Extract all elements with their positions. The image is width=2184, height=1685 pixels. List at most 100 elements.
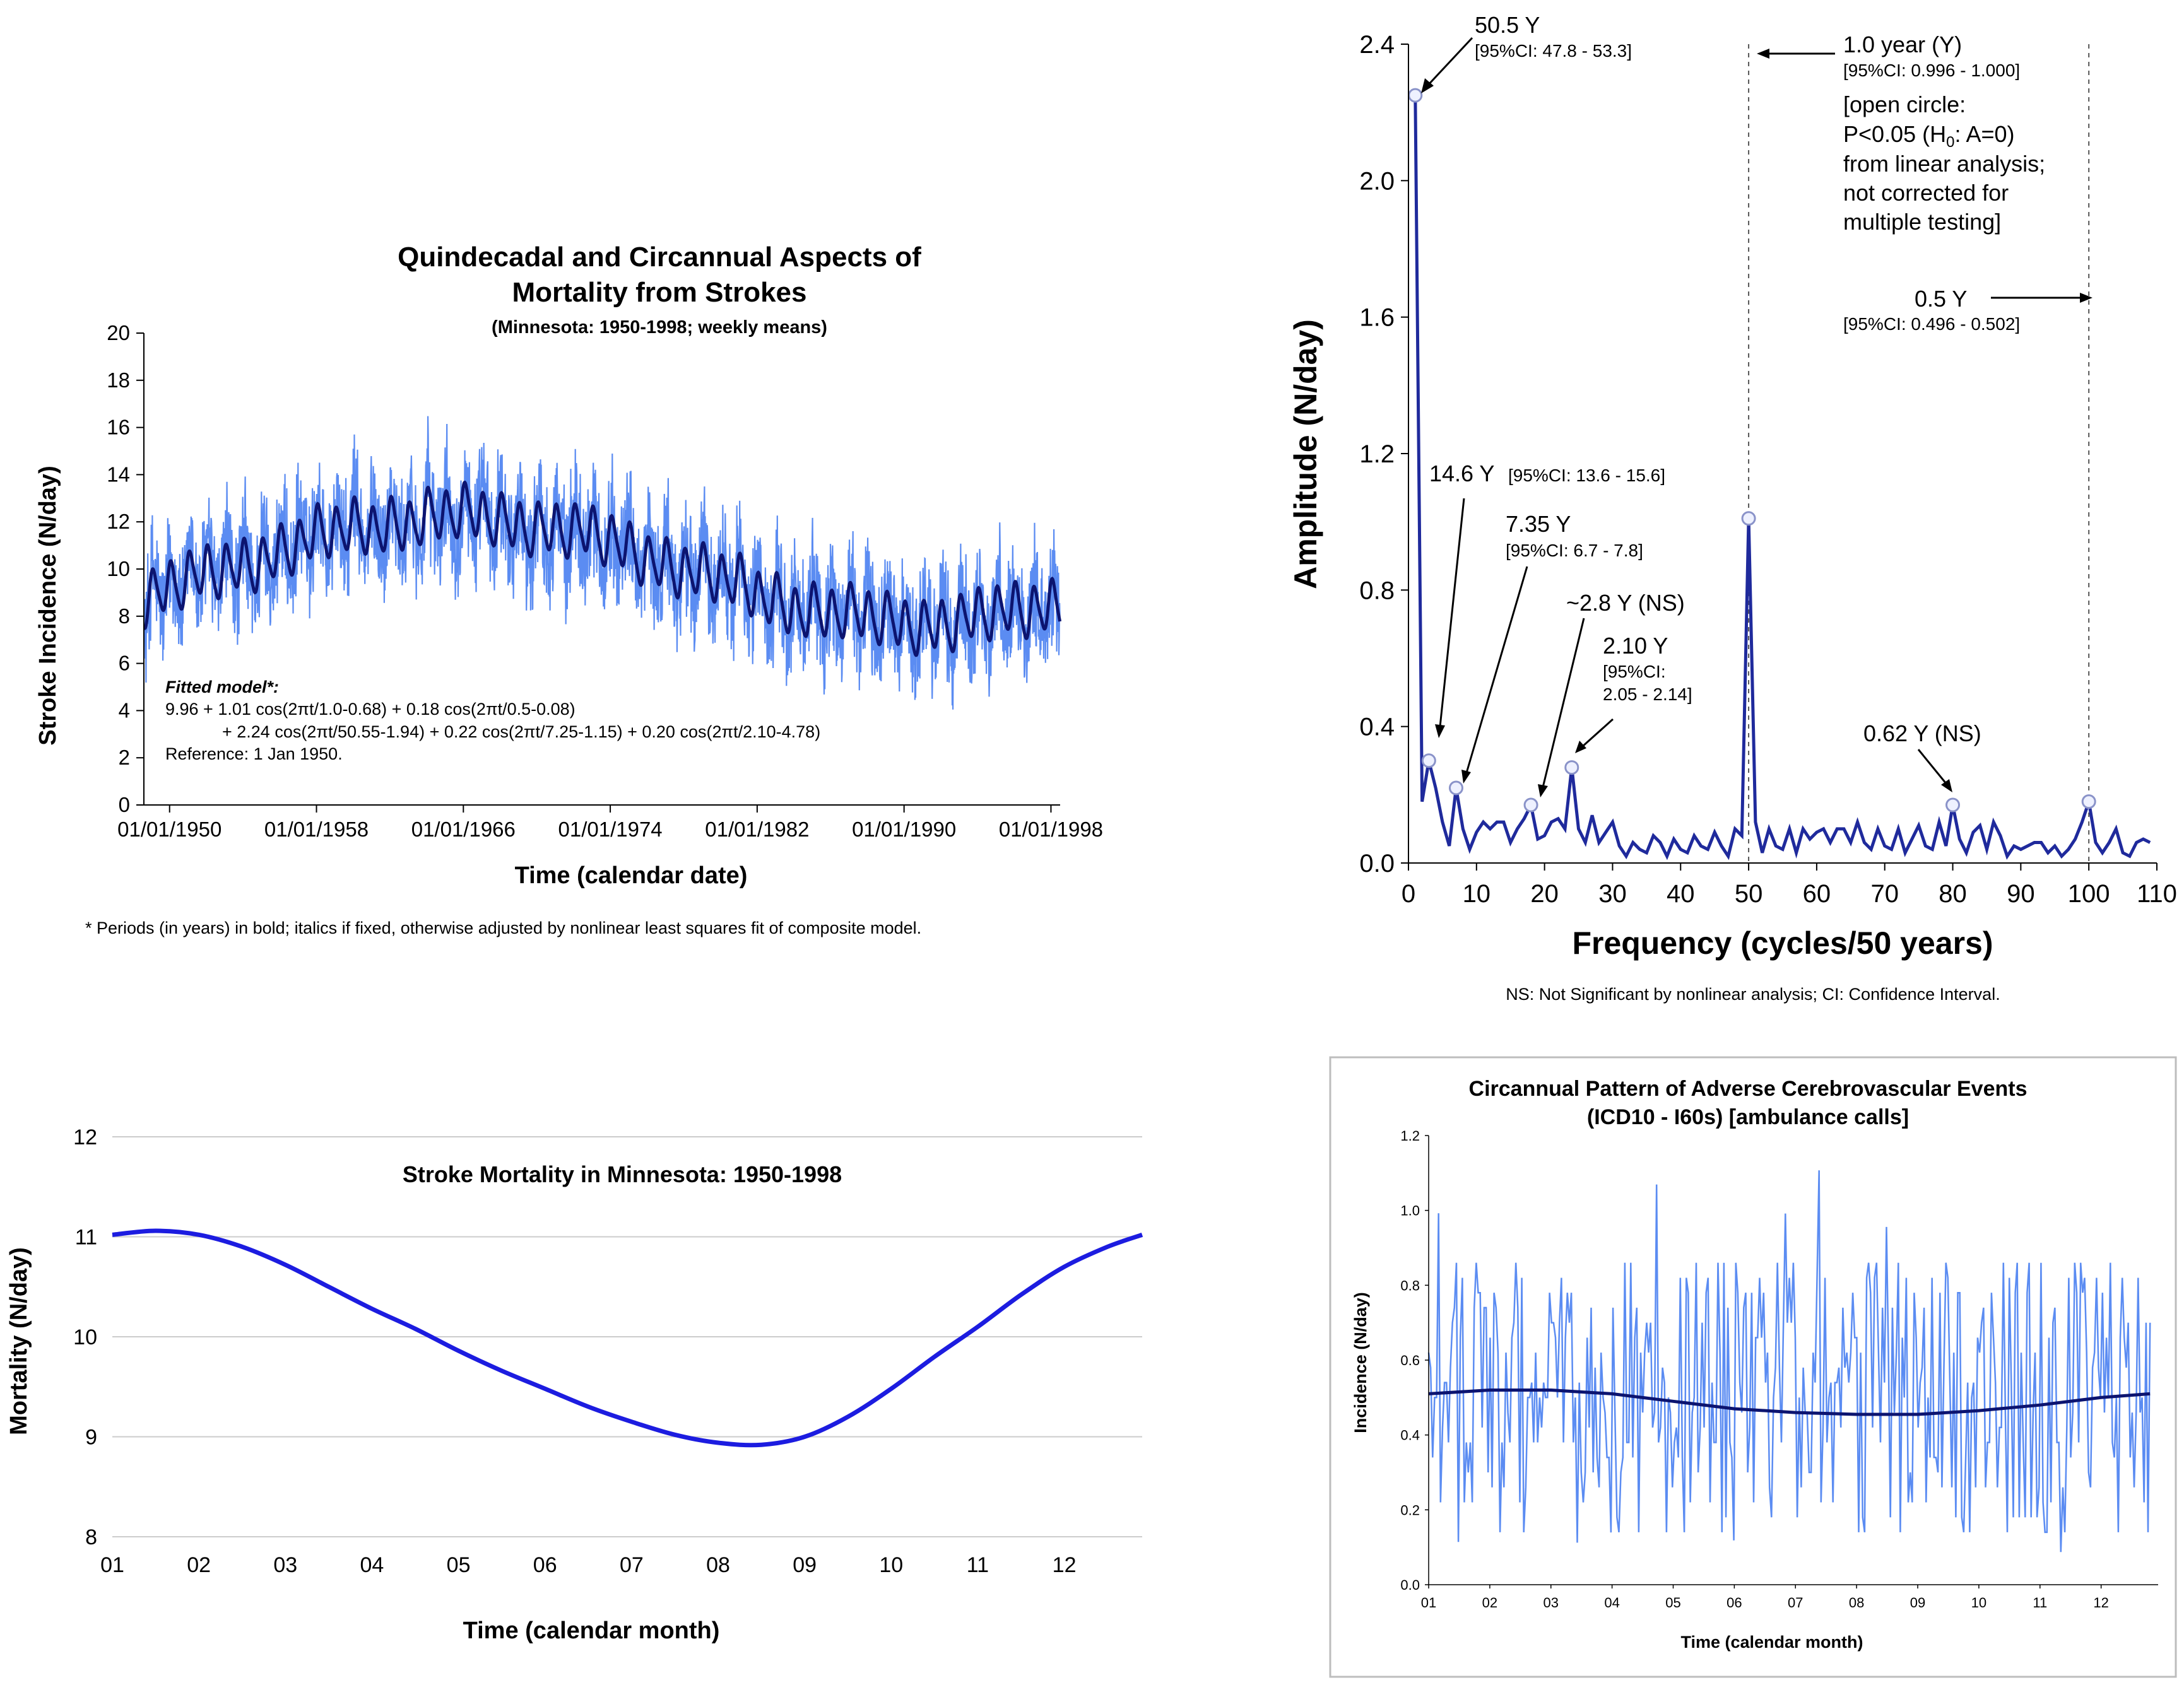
annotation-0-5y: 0.5 Y [95%CI: 0.496 - 0.502] xyxy=(1843,286,2093,334)
panel4-x-tick-label: 07 xyxy=(1788,1595,1803,1611)
panel4-x-tick-label: 04 xyxy=(1604,1595,1619,1611)
panel2-y-tick-label: 1.6 xyxy=(1359,304,1395,332)
annotation-open-circle-2: P<0.05 (H0: A=0) xyxy=(1843,121,2015,151)
panel4-y-tick-label: 0.4 xyxy=(1400,1428,1420,1443)
annotation-7-35y-arrow xyxy=(1465,566,1528,773)
panel4-x-tick-label: 02 xyxy=(1482,1595,1497,1611)
panel1-y-tick-label: 18 xyxy=(107,368,130,392)
annotation-2-10y: 2.10 Y [95%CI: 2.05 - 2.14] xyxy=(1575,633,1692,753)
panel1-model-label: Fitted model*: xyxy=(165,678,279,696)
panel1-x-tick-label: 01/01/1950 xyxy=(117,818,221,841)
annotation-14-6y: 14.6 Y [95%CI: 13.6 - 15.6] xyxy=(1429,461,1665,738)
panel2-y-tick-label: 1.2 xyxy=(1359,440,1395,468)
panel1-x-tick-label: 01/01/1974 xyxy=(558,818,663,841)
panel2-x-tick-label: 30 xyxy=(1598,880,1627,908)
panel4-daily-incidence-line xyxy=(1427,1170,2151,1553)
panel4-x-tick-label: 01 xyxy=(1421,1595,1436,1611)
panel2-x-tick-label: 40 xyxy=(1667,880,1695,908)
panel4-x-tick-label: 11 xyxy=(2033,1595,2047,1611)
annotation-2-10y-arrow xyxy=(1581,718,1614,748)
annotation-14-6y-arrow xyxy=(1439,498,1465,727)
panel1-model-line1: 9.96 + 1.01 cos(2πt/1.0-0.68) + 0.18 cos… xyxy=(165,700,576,719)
panel3-y-tick-label: 11 xyxy=(75,1226,97,1250)
panel1-fitted-model-line xyxy=(143,480,1062,657)
panel1-y-axis-label: Stroke Incidence (N/day) xyxy=(35,466,61,745)
panel2-x-tick-label: 110 xyxy=(2137,880,2177,908)
panel2-x-tick-label: 10 xyxy=(1463,880,1491,908)
panel-ambulance-calls: Circannual Pattern of Adverse Cerebrovas… xyxy=(1329,1056,2177,1678)
panel2-x-tick-label: 80 xyxy=(1939,880,1967,908)
panel4-title-line1: Circannual Pattern of Adverse Cerebrovas… xyxy=(1469,1077,2028,1101)
annotation-14-6y-arrowhead xyxy=(1435,724,1445,738)
panel2-significance-circle xyxy=(1421,753,1436,768)
annotation-0-62y: 0.62 Y (NS) xyxy=(1863,720,1981,792)
panel1-footnote: * Periods (in years) in bold; italics if… xyxy=(85,919,921,937)
panel2-x-tick-label: 60 xyxy=(1803,880,1831,908)
annotation-50-5y-label: 50.5 Y xyxy=(1475,12,1540,38)
panel2-x-tick-label: 0 xyxy=(1402,880,1415,908)
panel2-significance-circle xyxy=(1448,780,1463,796)
panel4-y-tick-label: 0.6 xyxy=(1400,1353,1420,1368)
annotation-0-5y-arrowhead xyxy=(2080,293,2093,303)
panel4-y-tick-label: 0.2 xyxy=(1400,1502,1420,1518)
panel4-x-tick-label: 08 xyxy=(1849,1595,1864,1611)
panel2-x-tick-label: 90 xyxy=(2007,880,2035,908)
annotation-7-35y-arrowhead xyxy=(1461,770,1471,784)
panel2-x-tick-label: 70 xyxy=(1870,880,1899,908)
panel2-x-axis-label: Frequency (cycles/50 years) xyxy=(1572,925,1993,961)
panel3-y-tick-label: 9 xyxy=(85,1426,97,1450)
panel-weekly-incidence: Quindecadal and Circannual Aspects of Mo… xyxy=(35,242,1103,937)
panel2-amplitude-line xyxy=(1414,95,2151,860)
annotation-1y-label: 1.0 year (Y) xyxy=(1843,32,1962,57)
panel3-x-tick-label: 12 xyxy=(1053,1553,1077,1577)
panel4-y-tick-label: 1.0 xyxy=(1400,1203,1420,1219)
annotation-7-35y: 7.35 Y [95%CI: 6.7 - 7.8] xyxy=(1461,511,1643,784)
panel3-x-tick-label: 05 xyxy=(447,1553,471,1577)
panel2-significance-circle xyxy=(1945,797,1961,813)
annotation-50-5y: 50.5 Y [95%CI: 47.8 - 53.3] xyxy=(1421,12,1632,93)
panel1-x-tick-label: 01/01/1982 xyxy=(705,818,809,841)
annotation-0-62y-label: 0.62 Y (NS) xyxy=(1863,720,1981,746)
annotation-open-circle-1: [open circle: xyxy=(1843,91,1966,117)
annotation-50-5y-ci: [95%CI: 47.8 - 53.3] xyxy=(1475,41,1632,61)
annotation-0-62y-arrow xyxy=(1917,749,1947,784)
panel3-y-tick-label: 12 xyxy=(73,1125,97,1149)
panel4-x-tick-label: 03 xyxy=(1544,1595,1559,1611)
panel2-significance-circle xyxy=(2081,794,2096,809)
panel3-x-tick-label: 02 xyxy=(187,1553,211,1577)
annotation-1y: 1.0 year (Y) [95%CI: 0.996 - 1.000] [ope… xyxy=(1757,32,2045,235)
annotation-2-8y: ~2.8 Y (NS) xyxy=(1538,590,1685,797)
panel1-title-line2: Mortality from Strokes xyxy=(512,277,807,308)
annotation-2-10y-arrowhead xyxy=(1575,741,1586,753)
panel4-y-tick-label: 0.8 xyxy=(1400,1277,1420,1293)
panel1-y-tick-label: 0 xyxy=(119,793,130,816)
annotation-open-circle-3: from linear analysis; xyxy=(1843,151,2045,177)
panel3-x-tick-label: 09 xyxy=(793,1553,817,1577)
panel1-title-line1: Quindecadal and Circannual Aspects of xyxy=(398,242,921,273)
panel3-x-tick-label: 04 xyxy=(360,1553,384,1577)
panel2-y-tick-label: 2.4 xyxy=(1359,31,1395,59)
annotation-2-8y-arrow xyxy=(1542,618,1585,788)
annotation-0-5y-label: 0.5 Y xyxy=(1915,286,1967,312)
annotation-open-circle-5: multiple testing] xyxy=(1843,209,2001,235)
annotation-7-35y-label: 7.35 Y xyxy=(1506,511,1571,537)
panel1-y-tick-label: 20 xyxy=(107,321,130,344)
panel2-x-tick-label: 50 xyxy=(1735,880,1763,908)
panel2-y-axis-label: Amplitude (N/day) xyxy=(1288,319,1323,589)
panel1-x-tick-label: 01/01/1998 xyxy=(999,818,1103,841)
annotation-14-6y-ci: [95%CI: 13.6 - 15.6] xyxy=(1508,466,1665,485)
panel3-x-tick-label: 10 xyxy=(879,1553,903,1577)
panel4-y-tick-label: 0.0 xyxy=(1400,1577,1420,1593)
panel2-significance-circle xyxy=(1523,797,1538,813)
panel1-y-tick-label: 16 xyxy=(107,416,130,439)
annotation-0-5y-ci: [95%CI: 0.496 - 0.502] xyxy=(1843,314,2020,334)
panel3-mortality-line xyxy=(112,1228,1143,1448)
panel3-x-tick-label: 11 xyxy=(967,1553,989,1577)
panel1-x-axis-label: Time (calendar date) xyxy=(515,862,748,889)
panel1-y-tick-label: 12 xyxy=(107,510,130,533)
panel3-x-tick-label: 06 xyxy=(533,1553,557,1577)
panel4-title-line2: (ICD10 - I60s) [ambulance calls] xyxy=(1587,1105,1909,1129)
annotation-0-62y-arrowhead xyxy=(1941,779,1952,792)
panel4-y-axis-label: Incidence (N/day) xyxy=(1351,1292,1370,1433)
panel1-y-tick-label: 4 xyxy=(119,698,130,722)
